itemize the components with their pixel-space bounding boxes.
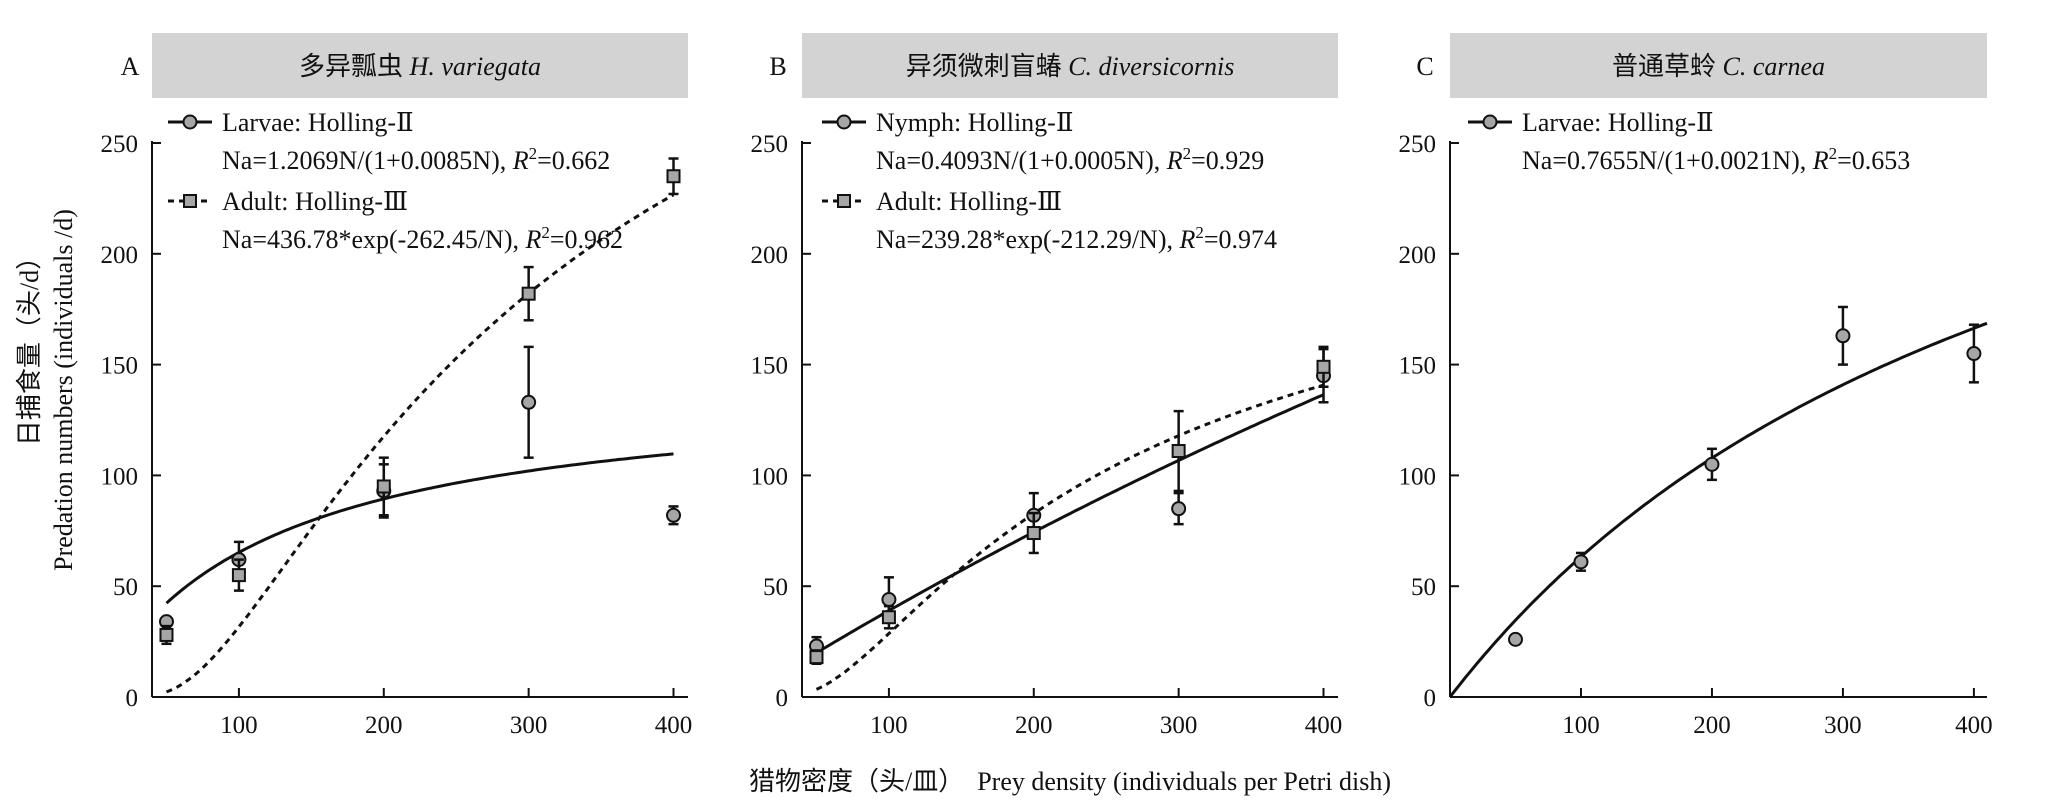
y-tick-label: 150 bbox=[751, 353, 789, 380]
panel-letter: B bbox=[769, 52, 786, 81]
data-point-square bbox=[809, 650, 824, 665]
data-point-square bbox=[666, 169, 681, 184]
legend-series-name: Larvae: Holling-Ⅱ bbox=[1522, 108, 1714, 137]
y-tick-label: 100 bbox=[1399, 463, 1437, 490]
legend-marker-circle bbox=[836, 114, 852, 130]
x-tick-label: 300 bbox=[1824, 712, 1862, 739]
y-axis-label-cn: 日捕食量（头/d） bbox=[15, 244, 44, 446]
panel-letter: C bbox=[1416, 52, 1433, 81]
panel-a: A 多异瓢虫 H. variegata 0 50 100 150 200 250 100 200 3… bbox=[101, 33, 693, 739]
fit-curve-square bbox=[815, 383, 1324, 691]
y-tick-label: 250 bbox=[751, 131, 789, 158]
data-point-circle bbox=[666, 507, 682, 523]
y-tick-label: 0 bbox=[776, 685, 789, 712]
data-point-circle bbox=[1966, 346, 1982, 362]
data-point-square bbox=[1026, 526, 1041, 541]
data-point-square bbox=[376, 479, 391, 494]
x-tick-label: 100 bbox=[870, 712, 908, 739]
x-tick-label: 200 bbox=[1015, 712, 1053, 739]
y-tick-label: 50 bbox=[113, 574, 138, 601]
y-axis-label-en: Predation numbers (individuals /d) bbox=[49, 209, 78, 571]
data-point-square bbox=[881, 610, 896, 625]
panel-b: B 异须微刺盲蝽 C. diversicornis 0 50 100 150 200 250 1… bbox=[751, 33, 1343, 739]
data-point-square bbox=[521, 286, 536, 301]
panel-title-box bbox=[1450, 33, 1987, 98]
y-tick-label: 0 bbox=[1424, 685, 1437, 712]
data-point-square bbox=[231, 568, 246, 583]
data-point-circle bbox=[1835, 328, 1851, 344]
legend-equation: Na=239.28*exp(-212.29/N), R2=0.974 bbox=[876, 223, 1277, 254]
x-tick-label: 400 bbox=[1955, 712, 1993, 739]
legend-series-name: Adult: Holling-Ⅲ bbox=[222, 187, 408, 216]
legend-series-name: Adult: Holling-Ⅲ bbox=[876, 187, 1062, 216]
panel-title-box bbox=[152, 33, 688, 98]
x-tick-label: 400 bbox=[1305, 712, 1343, 739]
fit-curve-circle bbox=[1448, 321, 1988, 698]
y-tick-label: 50 bbox=[1411, 574, 1436, 601]
data-point-square bbox=[1316, 359, 1331, 374]
legend-equation: Na=1.2069N/(1+0.0085N), R2=0.662 bbox=[222, 144, 610, 175]
panel-title-box bbox=[802, 33, 1338, 98]
y-tick-label: 200 bbox=[751, 242, 789, 269]
y-tick-label: 150 bbox=[1399, 353, 1437, 380]
x-tick-label: 100 bbox=[1562, 712, 1600, 739]
data-point-circle bbox=[1507, 631, 1523, 647]
panel-title: 多异瓢虫 H. variegata bbox=[299, 52, 541, 81]
fit-curve-square bbox=[165, 193, 675, 694]
y-tick-label: 0 bbox=[126, 685, 139, 712]
fit-curve-circle bbox=[165, 452, 674, 605]
data-point-circle bbox=[521, 394, 537, 410]
y-tick-label: 150 bbox=[101, 353, 139, 380]
y-tick-label: 200 bbox=[1399, 242, 1437, 269]
x-tick-label: 300 bbox=[510, 712, 548, 739]
legend-equation: Na=0.4093N/(1+0.0005N), R2=0.929 bbox=[876, 144, 1264, 175]
x-tick-label: 400 bbox=[655, 712, 693, 739]
y-tick-label: 250 bbox=[101, 131, 139, 158]
x-tick-label: 300 bbox=[1160, 712, 1198, 739]
panel-letter: A bbox=[121, 52, 140, 81]
y-tick-label: 100 bbox=[101, 463, 139, 490]
x-tick-label: 200 bbox=[365, 712, 403, 739]
legend-equation: Na=436.78*exp(-262.45/N), R2=0.962 bbox=[222, 223, 623, 254]
data-point-square bbox=[159, 627, 174, 642]
panel-c: C 普通草蛉 C. carnea 0 50 100 150 200 250 100 200 300 4… bbox=[1399, 33, 1993, 739]
y-tick-label: 250 bbox=[1399, 131, 1437, 158]
legend-marker-square bbox=[837, 194, 851, 208]
legend-series-name: Larvae: Holling-Ⅱ bbox=[222, 108, 414, 137]
data-point-circle bbox=[1573, 554, 1589, 570]
data-point-square bbox=[1171, 444, 1186, 459]
fit-curve-circle bbox=[815, 393, 1325, 655]
data-point-circle bbox=[1704, 456, 1720, 472]
y-tick-label: 50 bbox=[763, 574, 788, 601]
y-tick-label: 100 bbox=[751, 463, 789, 490]
panel-title: 普通草蛉 C. carnea bbox=[1612, 52, 1825, 81]
data-point-circle bbox=[1171, 501, 1187, 517]
legend-series-name: Nymph: Holling-Ⅱ bbox=[876, 108, 1074, 137]
x-tick-label: 200 bbox=[1693, 712, 1731, 739]
panel-title: 异须微刺盲蝽 C. diversicornis bbox=[906, 52, 1235, 81]
x-tick-label: 100 bbox=[220, 712, 258, 739]
legend-marker-circle bbox=[1482, 114, 1498, 130]
legend-marker-circle bbox=[182, 114, 198, 130]
data-point-circle bbox=[881, 591, 897, 607]
legend-marker-square bbox=[183, 194, 197, 208]
legend-equation: Na=0.7655N/(1+0.0021N), R2=0.653 bbox=[1522, 144, 1910, 175]
y-tick-label: 200 bbox=[101, 242, 139, 269]
x-axis-label: 猎物密度（头/皿） Prey density (individuals per … bbox=[749, 767, 1391, 796]
